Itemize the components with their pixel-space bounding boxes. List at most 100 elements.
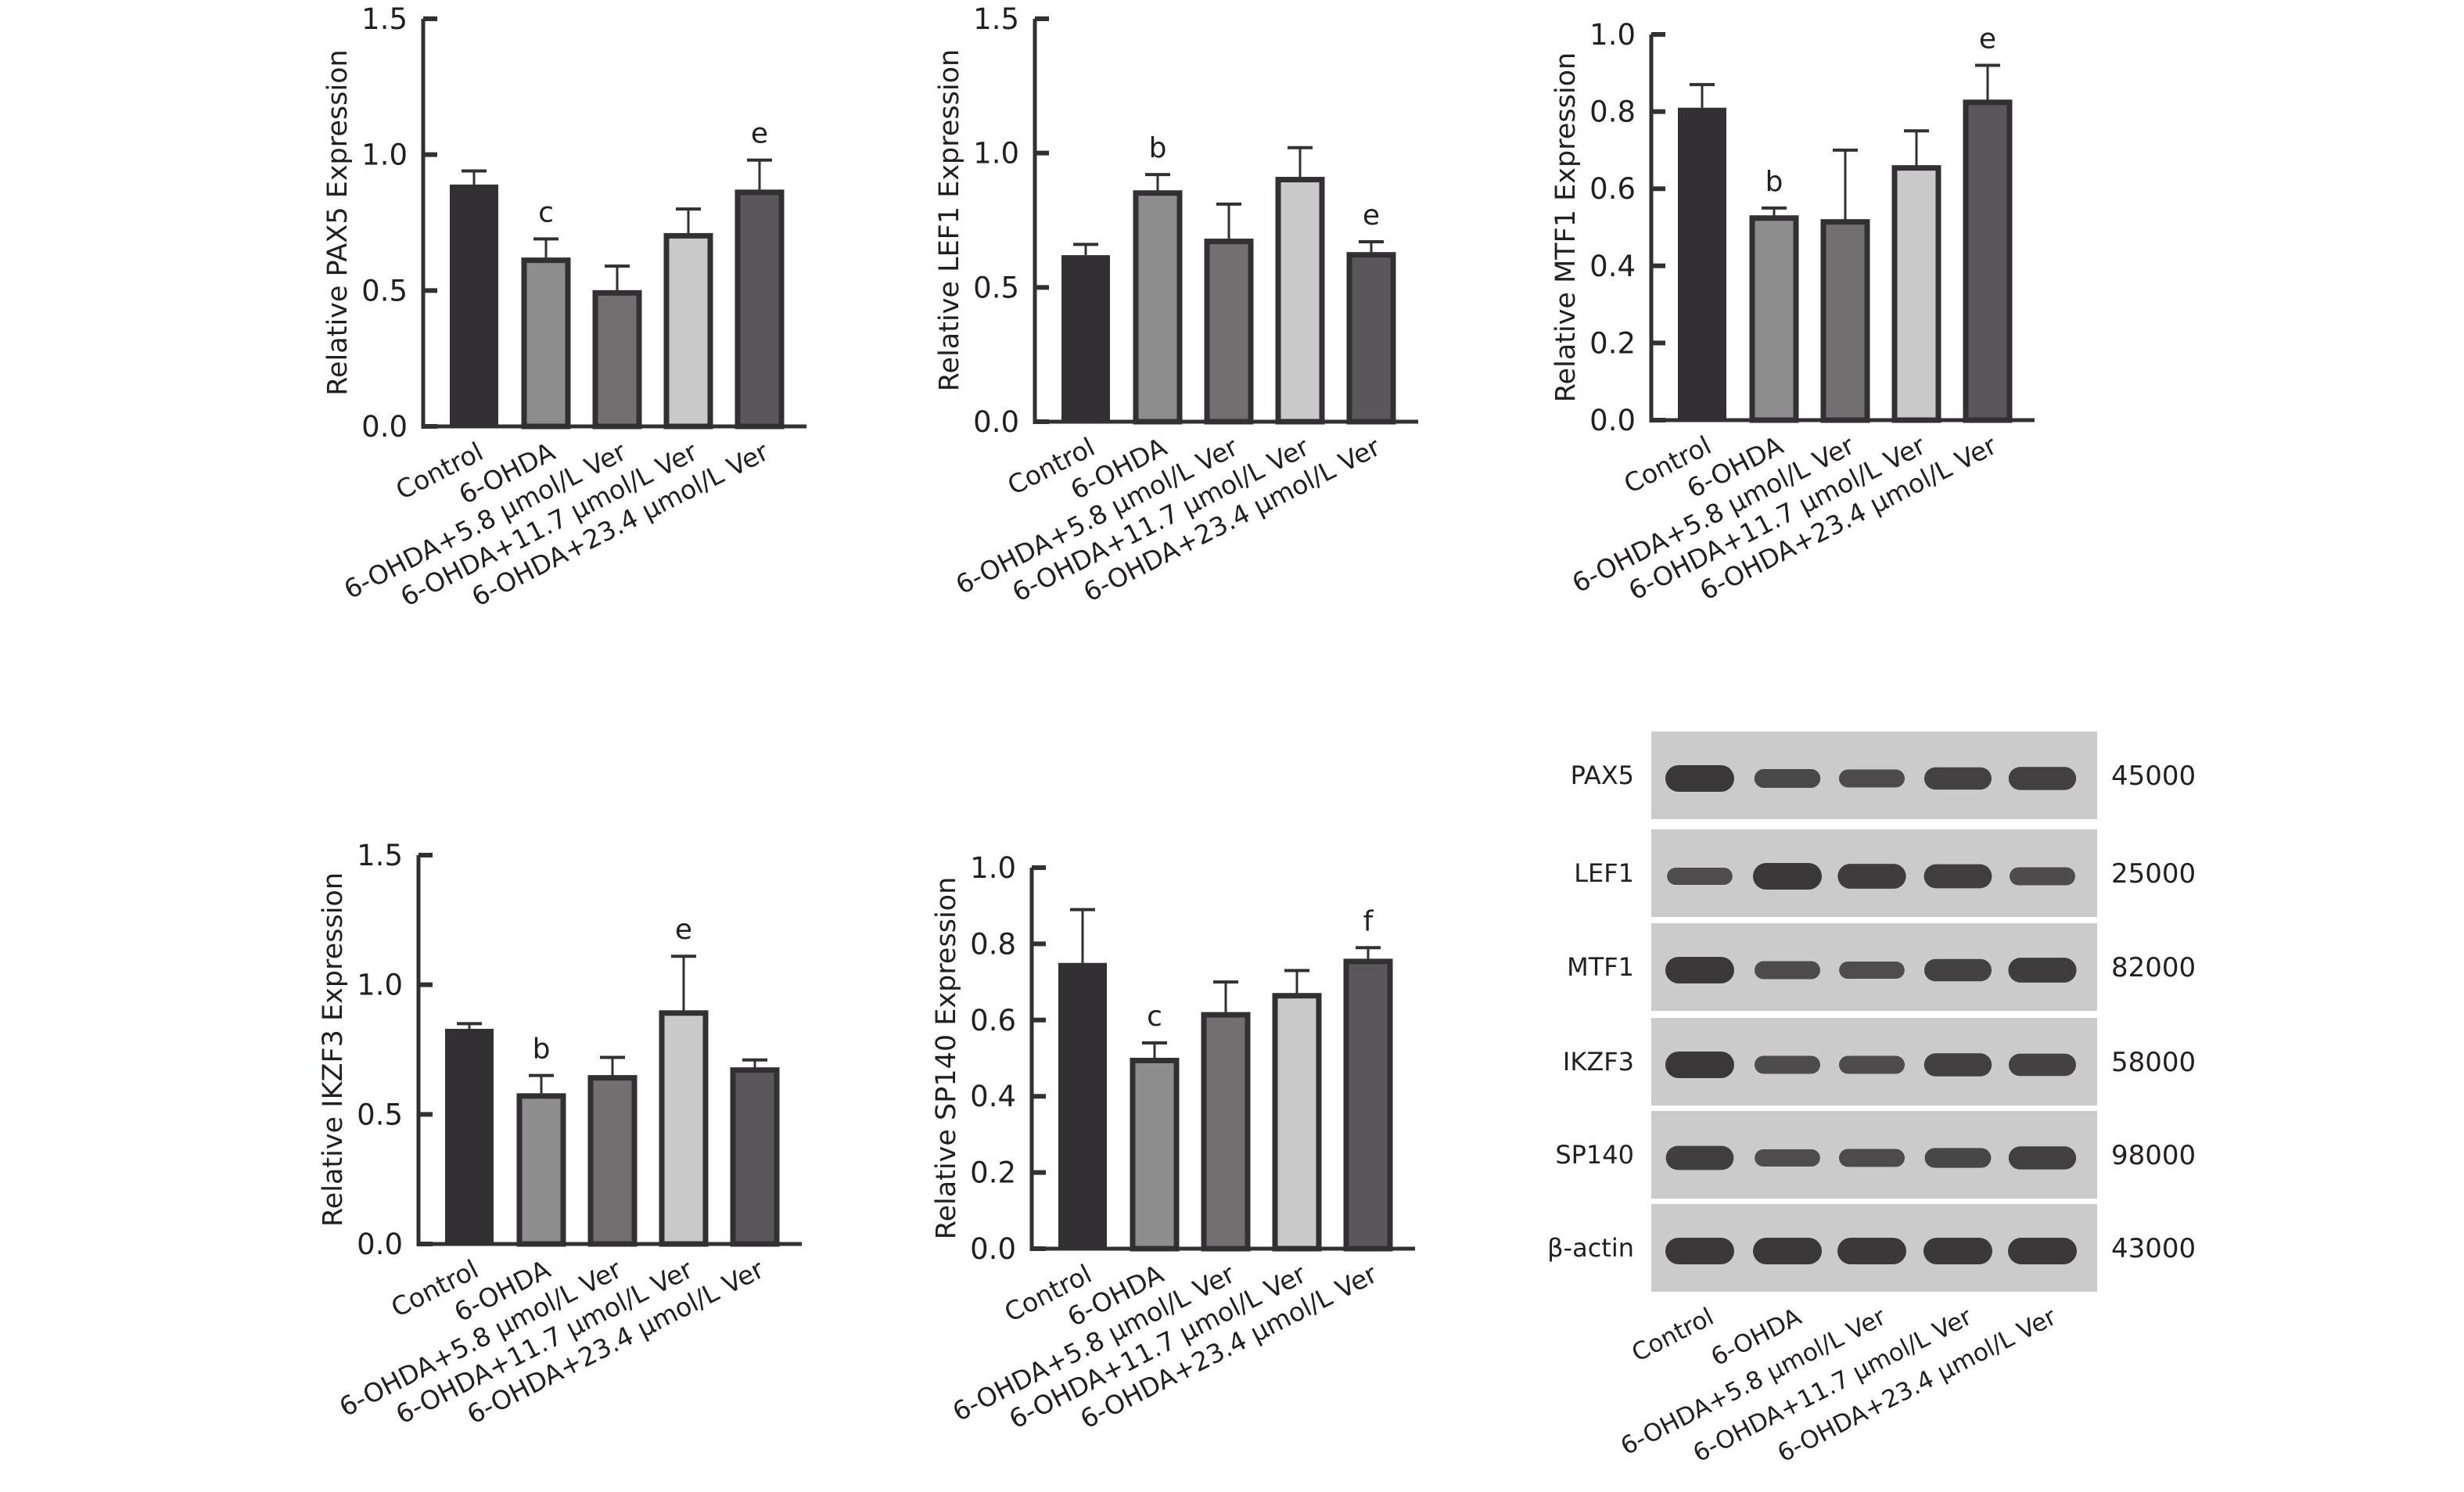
bar xyxy=(1820,219,1870,423)
bar xyxy=(1346,252,1396,425)
protein-band xyxy=(2008,1146,2077,1170)
y-tick-label: 1.5 xyxy=(357,839,403,872)
significance-label: b xyxy=(1149,132,1167,164)
y-tick-label: 0.0 xyxy=(973,405,1019,439)
protein-label: IKZF3 xyxy=(1563,1047,1634,1077)
bar xyxy=(1891,165,1941,423)
protein-band xyxy=(1924,958,1992,982)
protein-band xyxy=(1839,1055,1905,1074)
y-axis-label: Relative IKZF3 Expression xyxy=(318,872,349,1227)
bar xyxy=(516,1093,566,1247)
bar xyxy=(1275,177,1325,425)
protein-band xyxy=(1839,769,1905,788)
y-tick-label: 0.4 xyxy=(970,1080,1016,1113)
chart-sp140: 0.0 0.2 0.4 0.6 0.8 1.0 Relative SP140 Express… xyxy=(931,851,1415,1435)
blot-row-β-actin: β-actin 43000 xyxy=(1547,1204,2196,1292)
protein-band xyxy=(2008,958,2077,983)
significance-label: e xyxy=(675,914,692,946)
protein-band xyxy=(2009,1053,2076,1077)
protein-band xyxy=(1665,957,1734,983)
bar xyxy=(735,189,785,430)
y-tick-label: 0.4 xyxy=(1589,250,1636,283)
y-tick-label: 0.5 xyxy=(357,1098,403,1131)
y-tick-label: 1.0 xyxy=(357,969,403,1002)
molecular-weight-label: 98000 xyxy=(2111,1140,2196,1171)
bar xyxy=(1343,958,1393,1252)
y-tick-label: 0.0 xyxy=(1589,404,1636,437)
protein-band xyxy=(1923,1238,1992,1264)
bar xyxy=(1130,1058,1180,1252)
bar xyxy=(1061,255,1110,422)
protein-band xyxy=(1665,765,1734,792)
protein-band xyxy=(1754,768,1821,789)
protein-band xyxy=(1837,1238,1906,1264)
bar xyxy=(1678,107,1726,421)
significance-label: b xyxy=(1765,166,1783,198)
protein-band xyxy=(1753,863,1822,890)
significance-label: c xyxy=(538,196,554,228)
y-axis-label: Relative LEF1 Expression xyxy=(934,49,965,391)
bar xyxy=(659,1010,709,1247)
protein-label: β-actin xyxy=(1547,1233,1634,1263)
y-tick-label: 0.0 xyxy=(361,410,408,444)
protein-band xyxy=(2008,1238,2077,1264)
y-tick-label: 1.0 xyxy=(973,137,1019,171)
significance-label: f xyxy=(1363,905,1374,937)
y-tick-label: 1.5 xyxy=(361,2,408,36)
protein-band xyxy=(1839,1149,1905,1167)
protein-band xyxy=(1923,1053,1992,1077)
significance-label: c xyxy=(1147,1001,1162,1033)
protein-label: LEF1 xyxy=(1574,858,1634,888)
bar xyxy=(1749,215,1799,423)
y-tick-label: 0.8 xyxy=(1589,95,1636,129)
bar xyxy=(1133,190,1183,425)
protein-band xyxy=(1924,767,1992,790)
bar xyxy=(1058,962,1107,1249)
significance-label: b xyxy=(533,1034,551,1066)
protein-label: PAX5 xyxy=(1571,760,1634,790)
y-tick-label: 0.2 xyxy=(970,1156,1016,1190)
molecular-weight-label: 25000 xyxy=(2111,858,2196,890)
y-tick-label: 0.8 xyxy=(970,927,1016,961)
protein-label: SP140 xyxy=(1555,1140,1634,1170)
blot-row-pax5: PAX5 45000 xyxy=(1571,732,2196,819)
y-tick-label: 0.0 xyxy=(970,1232,1016,1266)
bar xyxy=(521,257,571,430)
y-tick-label: 1.0 xyxy=(1589,18,1636,52)
protein-band xyxy=(1924,1148,1992,1168)
bar xyxy=(1963,99,2013,423)
y-tick-label: 1.0 xyxy=(361,138,408,172)
blot-row-lef1: LEF1 25000 xyxy=(1574,829,2196,917)
bar xyxy=(445,1028,494,1244)
protein-band xyxy=(2010,867,2075,886)
protein-band xyxy=(1753,1238,1822,1264)
bar xyxy=(592,289,642,430)
bar xyxy=(1201,1012,1251,1252)
molecular-weight-label: 43000 xyxy=(2111,1233,2196,1264)
y-tick-label: 0.5 xyxy=(361,274,408,307)
y-axis-label: Relative MTF1 Expression xyxy=(1550,52,1582,402)
y-tick-label: 0.5 xyxy=(973,271,1019,304)
significance-label: e xyxy=(1363,200,1380,232)
protein-band xyxy=(1665,1052,1734,1078)
bar xyxy=(663,232,713,430)
western-blot: PAX5 45000 LEF1 25000 MTF1 82000 IKZF3 58000 SP1… xyxy=(1547,732,2196,1468)
y-tick-label: 0.6 xyxy=(1589,172,1636,206)
y-tick-label: 1.5 xyxy=(973,2,1019,36)
blot-row-sp140: SP140 98000 xyxy=(1555,1111,2196,1199)
protein-band xyxy=(1755,961,1820,980)
significance-label: e xyxy=(1979,23,1996,55)
significance-label: e xyxy=(751,118,768,150)
molecular-weight-label: 45000 xyxy=(2111,760,2196,792)
protein-band xyxy=(1755,1149,1820,1167)
protein-band xyxy=(1665,1145,1734,1170)
y-tick-label: 0.0 xyxy=(357,1228,403,1261)
protein-band xyxy=(1923,864,1992,889)
y-tick-label: 0.2 xyxy=(1589,326,1636,360)
blot-lane-label: Control xyxy=(1627,1303,1718,1368)
